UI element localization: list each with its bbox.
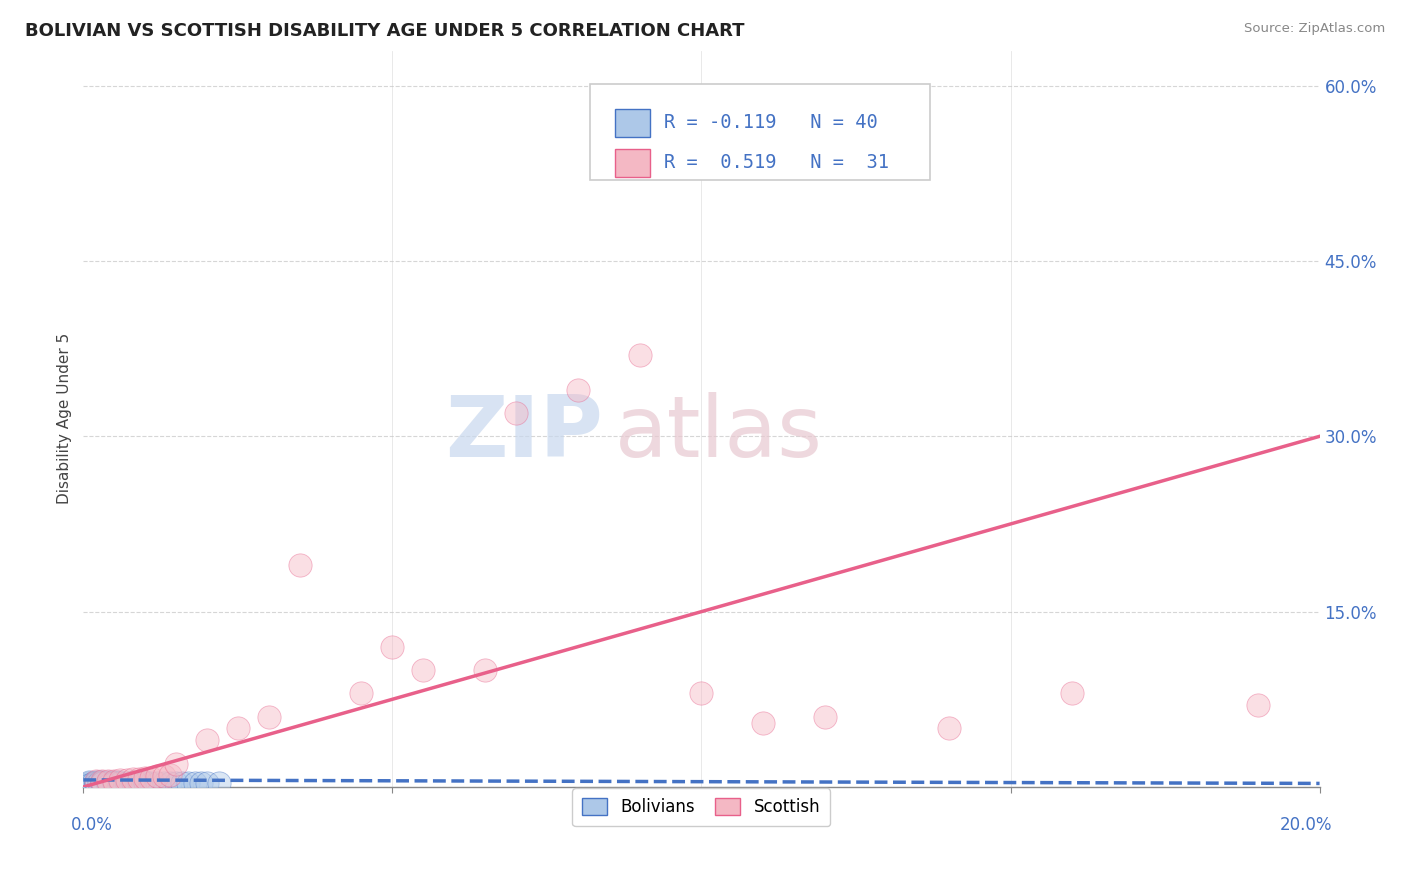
Point	[97, 778, 120, 792]
Point	[288, 558, 311, 572]
Point	[412, 663, 434, 677]
FancyBboxPatch shape	[591, 84, 931, 179]
Text: R =  0.519   N =  31: R = 0.519 N = 31	[665, 153, 890, 172]
Point	[115, 772, 138, 787]
Point	[87, 775, 110, 789]
Point	[75, 778, 97, 792]
Point	[134, 775, 156, 789]
Point	[208, 776, 231, 790]
Legend: Bolivians, Scottish: Bolivians, Scottish	[572, 789, 831, 827]
Point	[172, 776, 194, 790]
Text: BOLIVIAN VS SCOTTISH DISABILITY AGE UNDER 5 CORRELATION CHART: BOLIVIAN VS SCOTTISH DISABILITY AGE UNDE…	[25, 22, 745, 40]
Point	[690, 686, 713, 700]
Text: Source: ZipAtlas.com: Source: ZipAtlas.com	[1244, 22, 1385, 36]
Point	[79, 776, 101, 790]
Point	[226, 722, 249, 736]
Point	[752, 715, 775, 730]
Point	[84, 774, 107, 789]
Text: ZIP: ZIP	[444, 392, 603, 475]
Point	[79, 778, 101, 792]
Point	[97, 774, 120, 789]
Text: 20.0%: 20.0%	[1279, 816, 1331, 834]
Point	[938, 722, 960, 736]
Point	[165, 756, 187, 771]
Point	[110, 775, 132, 789]
Point	[567, 383, 589, 397]
Point	[159, 776, 181, 790]
Point	[1247, 698, 1270, 712]
FancyBboxPatch shape	[614, 109, 650, 136]
Point	[82, 776, 104, 790]
Point	[474, 663, 496, 677]
Point	[128, 772, 150, 786]
Point	[628, 347, 651, 361]
Point	[90, 776, 112, 790]
Point	[90, 774, 112, 789]
Point	[128, 776, 150, 790]
Point	[350, 686, 373, 700]
Point	[121, 776, 143, 790]
Point	[84, 775, 107, 789]
Point	[110, 776, 132, 790]
Point	[90, 778, 112, 792]
Point	[814, 710, 837, 724]
Y-axis label: Disability Age Under 5: Disability Age Under 5	[58, 334, 72, 505]
Point	[121, 775, 143, 789]
Point	[381, 640, 404, 654]
Point	[97, 775, 120, 789]
Point	[146, 769, 169, 783]
Point	[121, 772, 143, 786]
Text: R = -0.119   N = 40: R = -0.119 N = 40	[665, 113, 879, 132]
Point	[103, 776, 125, 790]
Point	[152, 769, 174, 783]
Point	[103, 774, 125, 789]
Point	[134, 771, 156, 785]
Point	[190, 776, 212, 790]
Text: 0.0%: 0.0%	[70, 816, 112, 834]
Point	[97, 776, 120, 790]
Point	[87, 776, 110, 790]
Point	[141, 771, 163, 785]
Point	[115, 778, 138, 792]
Point	[90, 776, 112, 790]
Point	[152, 776, 174, 790]
Point	[84, 776, 107, 790]
Point	[90, 775, 112, 789]
Point	[141, 776, 163, 790]
Point	[84, 778, 107, 792]
Point	[115, 776, 138, 790]
Point	[146, 776, 169, 790]
Text: atlas: atlas	[614, 392, 823, 475]
FancyBboxPatch shape	[614, 149, 650, 177]
Point	[195, 776, 218, 790]
Point	[177, 776, 200, 790]
Point	[183, 776, 205, 790]
Point	[159, 768, 181, 782]
Point	[134, 776, 156, 790]
Point	[165, 776, 187, 790]
Point	[110, 772, 132, 787]
Point	[1062, 686, 1084, 700]
Point	[103, 776, 125, 790]
Point	[103, 775, 125, 789]
Point	[505, 406, 527, 420]
Point	[257, 710, 280, 724]
Point	[195, 733, 218, 747]
Point	[79, 775, 101, 789]
